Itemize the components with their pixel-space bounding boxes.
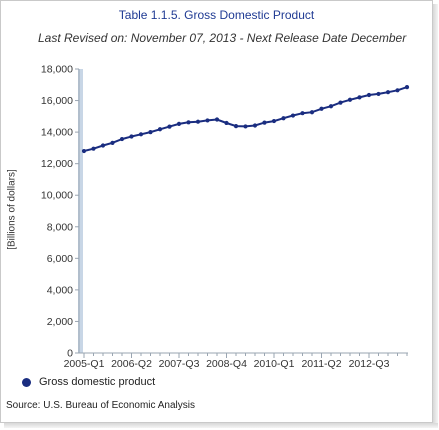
x-tick-label: 2012-Q3 <box>349 358 390 370</box>
data-point <box>233 124 239 129</box>
data-point <box>338 100 343 105</box>
data-point <box>119 136 125 142</box>
data-point <box>347 97 353 102</box>
x-tick-label: 2007-Q3 <box>159 358 200 370</box>
y-tick-label: 16,000 <box>41 95 73 107</box>
data-point <box>395 88 400 93</box>
chart-title: Table 1.1.5. Gross Domestic Product <box>118 8 315 22</box>
chart-subtitle: Last Revised on: November 07, 2013 - Nex… <box>38 31 407 45</box>
y-tick-label: 4,000 <box>47 284 73 296</box>
x-tick-label: 2006-Q2 <box>111 358 152 370</box>
legend-label: Gross domestic product <box>39 376 156 389</box>
data-point <box>205 118 210 123</box>
x-tick-label: 2008-Q4 <box>206 358 247 370</box>
data-point <box>300 111 305 116</box>
frame-shadow-right <box>433 4 438 426</box>
data-point <box>176 121 182 127</box>
data-point <box>186 120 191 125</box>
x-tick-label: 2010-Q1 <box>254 358 295 370</box>
data-point <box>195 119 201 124</box>
data-point <box>243 124 248 129</box>
data-point <box>328 104 334 109</box>
frame-shadow-bottom <box>4 423 438 428</box>
y-axis-band <box>78 69 83 353</box>
data-point <box>357 95 362 100</box>
data-point <box>271 118 277 124</box>
y-tick-label: 14,000 <box>41 127 73 139</box>
data-point <box>224 120 229 126</box>
y-tick-label: 2,000 <box>47 316 73 328</box>
data-point <box>110 140 115 145</box>
y-tick-label: 8,000 <box>47 221 73 233</box>
data-point <box>376 91 381 97</box>
data-point <box>91 146 96 151</box>
data-point <box>167 124 172 129</box>
x-tick-label: 2005-Q1 <box>64 358 105 370</box>
y-tick-label: 18,000 <box>41 64 73 76</box>
data-point <box>309 110 315 115</box>
legend[interactable]: Gross domestic product <box>22 376 155 388</box>
y-tick-label: 12,000 <box>41 158 73 170</box>
x-tick-label: 2011-Q2 <box>301 358 341 370</box>
y-tick-label: 0 <box>67 348 73 360</box>
data-point <box>129 134 134 139</box>
data-point <box>148 130 153 135</box>
data-point <box>385 90 391 95</box>
legend-marker <box>22 377 31 387</box>
data-point <box>366 92 372 98</box>
source-note: Source: U.S. Bureau of Economic Analysis <box>6 400 195 411</box>
data-point <box>214 117 220 122</box>
data-point <box>281 116 286 121</box>
data-point <box>157 127 163 132</box>
data-point <box>138 132 144 137</box>
data-point <box>404 85 410 90</box>
data-point <box>100 143 106 148</box>
data-point <box>319 106 324 111</box>
y-tick-label: 6,000 <box>47 253 73 265</box>
data-point <box>262 120 267 125</box>
y-tick-label: 10,000 <box>41 190 73 202</box>
data-point <box>290 113 296 118</box>
data-point <box>81 148 87 154</box>
data-point <box>252 123 258 128</box>
